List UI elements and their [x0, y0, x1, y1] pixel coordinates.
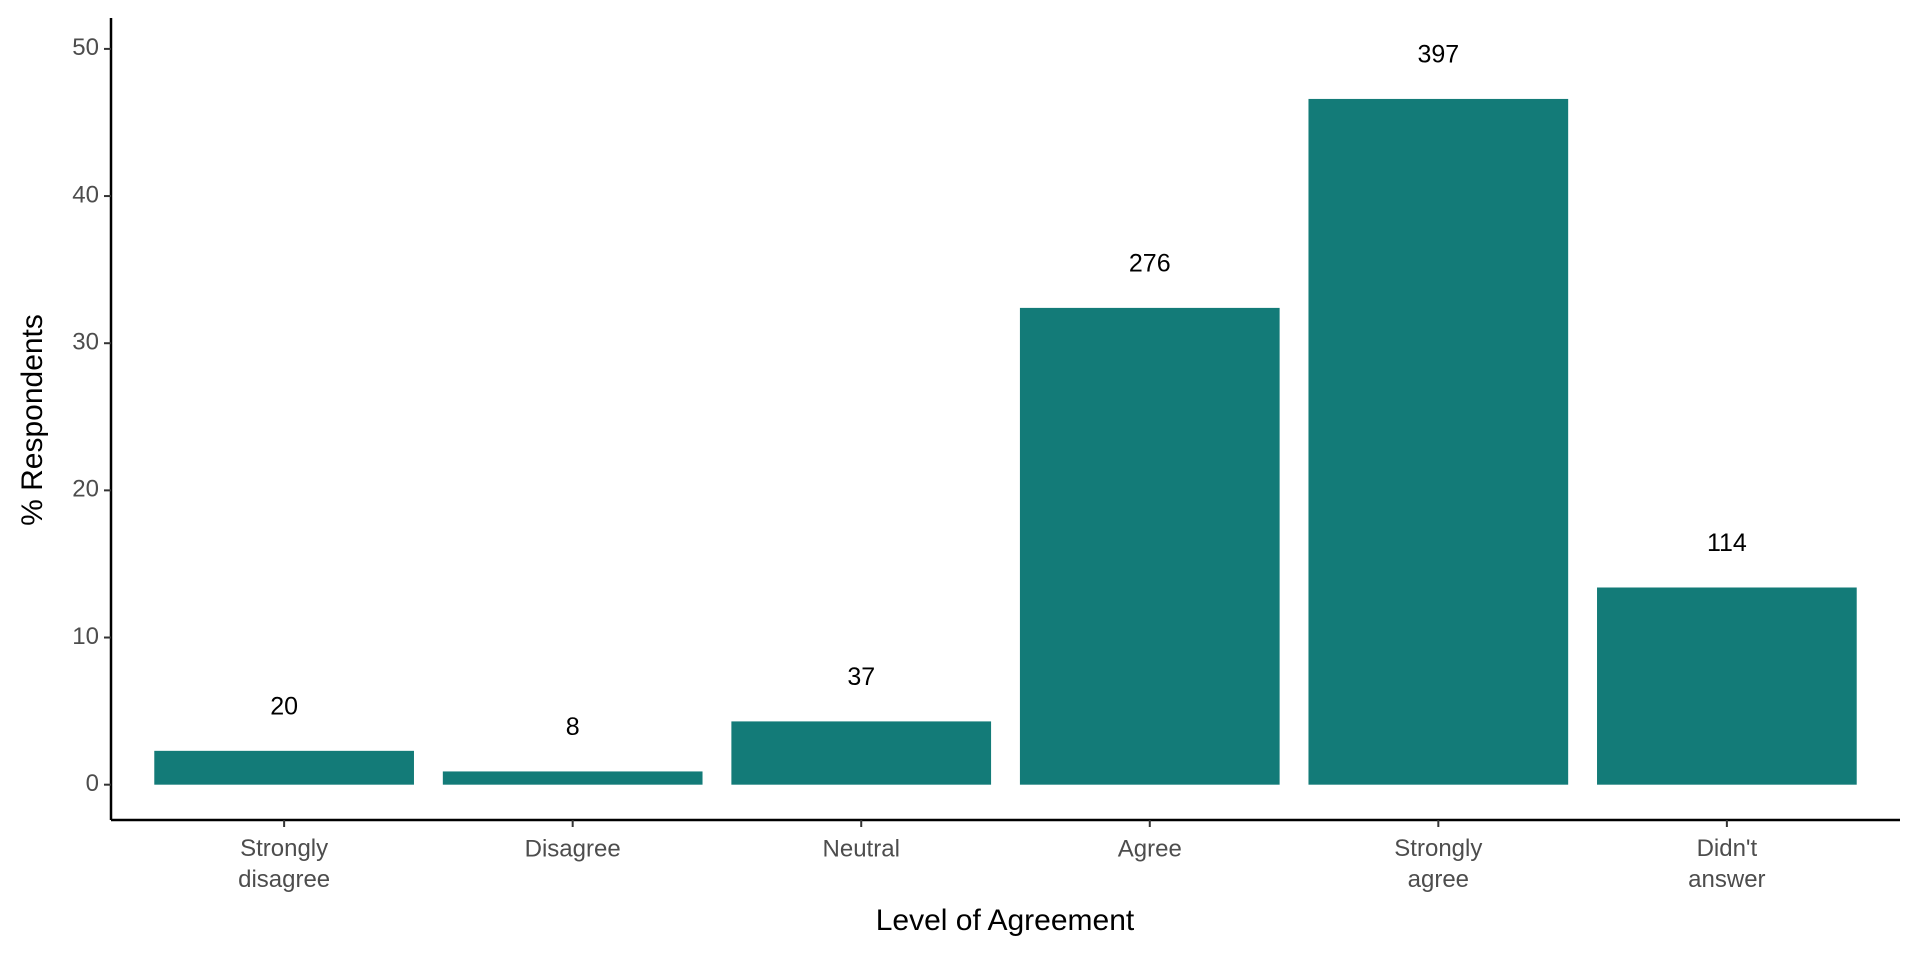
x-tick-label: Strongly disagree	[238, 835, 330, 893]
y-tick-label: 0	[86, 770, 99, 797]
x-tick-label: Didn't answer	[1688, 835, 1765, 893]
y-axis-title: % Respondents	[16, 314, 49, 526]
data-label: 114	[1707, 529, 1747, 557]
y-tick-label: 50	[72, 34, 99, 61]
y-tick-label: 40	[72, 181, 99, 208]
data-label: 8	[566, 713, 580, 741]
x-tick-label: Strongly agree	[1394, 835, 1482, 893]
y-tick-label: 30	[72, 329, 99, 356]
y-tick-label: 20	[72, 476, 99, 503]
data-label: 397	[1417, 41, 1459, 69]
x-tick-label: Disagree	[525, 835, 621, 862]
bar	[1019, 307, 1280, 785]
bar	[1308, 98, 1569, 785]
x-axis-title: Level of Agreement	[876, 904, 1135, 937]
y-tick-label: 10	[72, 623, 99, 650]
data-label: 20	[270, 692, 298, 720]
bar	[731, 721, 992, 785]
data-label: 37	[847, 663, 875, 691]
bar	[154, 750, 414, 785]
data-label: 276	[1129, 250, 1171, 278]
x-tick-label: Agree	[1118, 835, 1182, 862]
x-tick-label: Neutral	[823, 835, 900, 862]
bar	[442, 771, 703, 785]
bar	[1597, 587, 1857, 785]
